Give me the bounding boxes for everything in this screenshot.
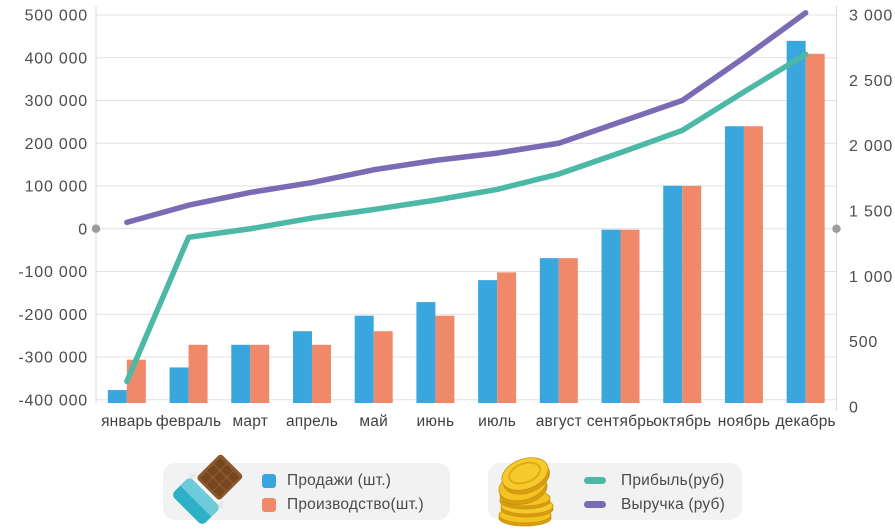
bar-sales bbox=[354, 315, 374, 403]
bar-production bbox=[188, 344, 208, 403]
left-axis-tick-label: 400 000 bbox=[25, 50, 88, 67]
revenue-legend-label: Выручка (руб) bbox=[621, 495, 725, 513]
zero-marker-dot bbox=[91, 224, 101, 233]
left-axis-tick-label: 0 bbox=[78, 221, 88, 238]
left-axis-tick-label: 200 000 bbox=[25, 136, 88, 153]
right-axis-tick-label: 1 500 bbox=[849, 203, 893, 220]
profit-legend-label: Прибыль(руб) bbox=[621, 471, 725, 489]
month-label: май bbox=[359, 413, 388, 430]
bar-production bbox=[805, 53, 825, 404]
bar-sales bbox=[786, 40, 806, 403]
month-label: октябрь bbox=[653, 413, 711, 430]
combo-chart: 500 000 400 000 300 000 200 000 100 000 0 -100… bbox=[18, 6, 893, 430]
zero-marker-dot bbox=[832, 224, 841, 233]
month-label: декабрь bbox=[775, 413, 835, 430]
month-label: апрель bbox=[286, 413, 338, 430]
right-axis-tick-label: 3 000 bbox=[849, 8, 893, 25]
bar-production bbox=[558, 258, 578, 403]
bar-production bbox=[743, 126, 763, 403]
month-label: март bbox=[233, 413, 268, 430]
left-axis-tick-label: 100 000 bbox=[25, 179, 88, 196]
left-axis-tick-label: 300 000 bbox=[25, 93, 88, 110]
month-label: февраль bbox=[156, 413, 221, 430]
sales-legend-label: Продажи (шт.) bbox=[287, 471, 392, 489]
profit-swatch bbox=[584, 477, 606, 484]
bar-sales bbox=[601, 229, 621, 403]
chocolate-bar-icon bbox=[173, 454, 243, 524]
legend-money-box: Прибыль(руб) Выручка (руб) bbox=[488, 457, 742, 527]
bar-production bbox=[435, 315, 455, 403]
bar-production bbox=[250, 344, 270, 403]
bar-sales bbox=[416, 302, 436, 403]
right-axis-tick-label: 2 500 bbox=[849, 73, 893, 90]
bar-sales bbox=[107, 390, 127, 403]
right-axis-tick-label: 0 bbox=[849, 399, 859, 416]
month-label: август bbox=[536, 413, 582, 430]
bar-production bbox=[373, 331, 393, 403]
legend-item-revenue: Выручка (руб) bbox=[584, 494, 725, 515]
bar-sales bbox=[724, 126, 744, 403]
legend-item-sales: Продажи (шт.) bbox=[262, 470, 424, 491]
sales-swatch bbox=[262, 473, 276, 488]
right-axis-tick-label: 500 bbox=[849, 334, 878, 351]
bar-production bbox=[682, 185, 702, 403]
profit-line bbox=[124, 51, 809, 385]
right-axis-tick-label: 2 000 bbox=[849, 138, 893, 155]
left-axis-tick-label: -200 000 bbox=[18, 307, 88, 324]
bar-sales bbox=[231, 344, 251, 403]
month-label: июнь bbox=[417, 413, 455, 430]
legend-units-box: Продажи (шт.) Производство(шт.) bbox=[163, 454, 450, 524]
production-legend-label: Производство(шт.) bbox=[287, 495, 424, 513]
month-label: сентябрь bbox=[587, 413, 655, 430]
month-label: июль bbox=[478, 413, 516, 430]
bar-sales bbox=[663, 185, 683, 403]
right-axis-tick-label: 1 000 bbox=[849, 269, 893, 286]
month-label: ноябрь bbox=[718, 413, 770, 430]
bar-sales bbox=[292, 331, 312, 403]
legend-item-production: Производство(шт.) bbox=[262, 494, 424, 515]
left-axis-tick-label: -300 000 bbox=[18, 350, 88, 367]
revenue-line bbox=[124, 10, 809, 226]
bar-production bbox=[311, 344, 331, 403]
production-swatch bbox=[262, 497, 276, 512]
left-axis-tick-label: 500 000 bbox=[25, 8, 88, 25]
bar-production bbox=[497, 272, 517, 403]
month-label: январь bbox=[101, 413, 153, 430]
bar-sales bbox=[539, 258, 559, 403]
bar-sales bbox=[169, 367, 189, 403]
legend-item-profit: Прибыль(руб) bbox=[584, 470, 725, 491]
bar-production bbox=[620, 229, 640, 403]
bar-sales bbox=[478, 280, 498, 403]
revenue-swatch bbox=[584, 501, 606, 508]
left-axis-tick-label: -400 000 bbox=[18, 392, 88, 409]
coins-icon bbox=[498, 457, 554, 527]
left-axis-tick-label: -100 000 bbox=[18, 264, 88, 281]
